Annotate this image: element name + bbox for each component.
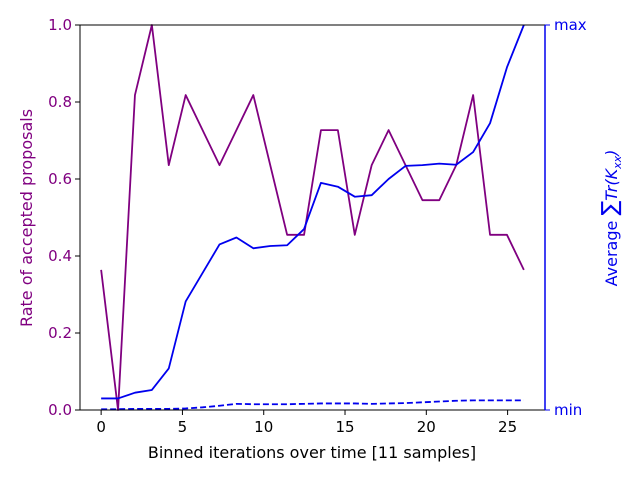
left-tick-label: 0.0 <box>48 401 72 419</box>
right-tick-label: min <box>554 401 582 419</box>
trace-baseline-dashed-line <box>101 399 524 411</box>
left-tick-label: 0.2 <box>48 324 72 342</box>
left-tick-label: 0.4 <box>48 247 72 265</box>
x-axis-label: Binned iterations over time [11 samples] <box>148 443 476 462</box>
right-axis-ticks: min max <box>545 16 587 419</box>
series-layer <box>100 24 525 411</box>
x-tick-label: 10 <box>254 418 273 436</box>
left-axis-label: Rate of accepted proposals <box>17 109 36 327</box>
left-tick-label: 1.0 <box>48 16 72 34</box>
trace-line <box>101 24 525 400</box>
left-tick-label: 0.6 <box>48 170 72 188</box>
right-axis-label-sigma: ∑ <box>598 201 623 216</box>
x-tick-label: 5 <box>178 418 188 436</box>
right-axis-label-trace: Tr(K <box>602 167 621 200</box>
right-axis-label-close: ) <box>602 150 621 157</box>
left-tick-label: 0.8 <box>48 93 72 111</box>
acceptance-rate-line <box>100 24 525 411</box>
x-tick-label: 25 <box>498 418 517 436</box>
x-axis-ticks: 0 5 10 15 20 25 <box>96 410 517 436</box>
x-tick-label: 20 <box>417 418 436 436</box>
left-axis-ticks: 0.0 0.2 0.4 0.6 0.8 1.0 <box>48 16 80 419</box>
right-axis-label: Average ∑Tr(Kxx) <box>598 150 624 287</box>
x-tick-label: 15 <box>335 418 354 436</box>
x-tick-label: 0 <box>96 418 106 436</box>
right-axis-label-subscript: xx <box>611 155 624 170</box>
right-axis-label-prefix: Average <box>602 216 621 287</box>
right-tick-label: max <box>554 16 587 34</box>
